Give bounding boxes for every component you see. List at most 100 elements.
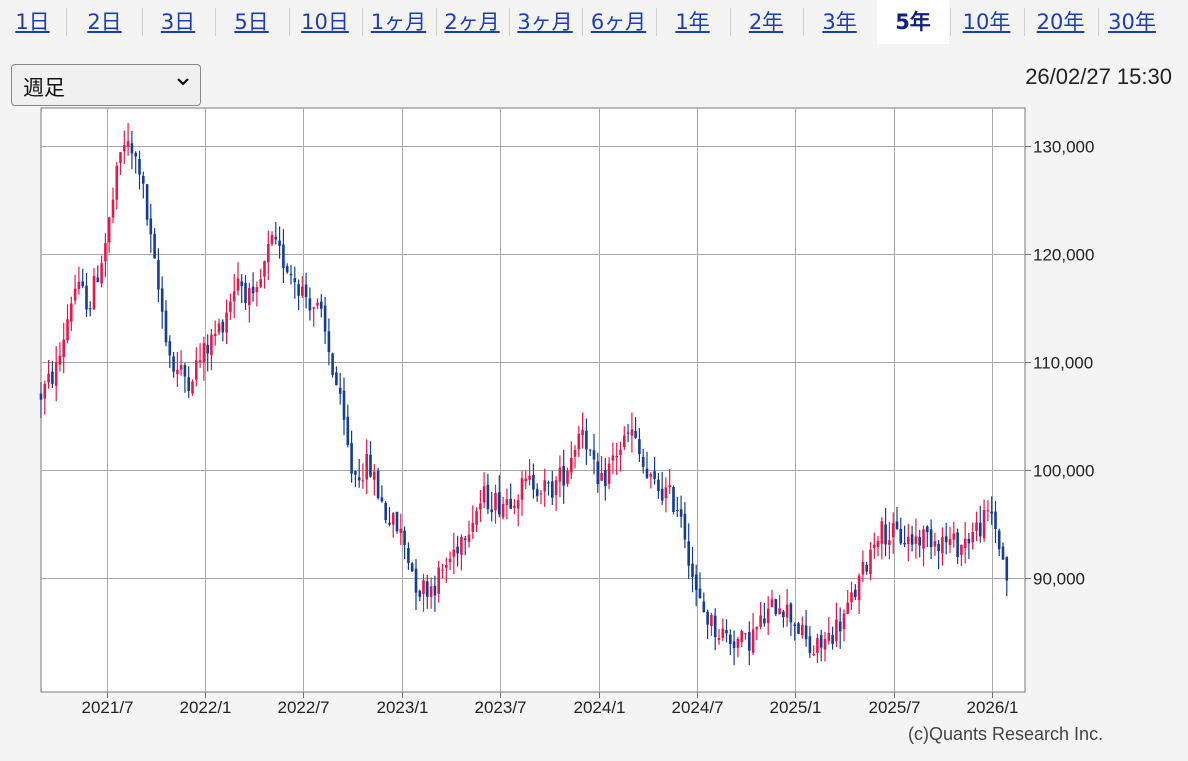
candle-body [986,510,990,512]
candle-body [138,159,141,175]
candle-body [460,537,463,555]
candle-body [168,341,172,356]
tab-2[interactable]: 2日 [87,10,122,34]
candle-body [270,235,274,244]
candle-body [729,634,732,644]
tab-14[interactable]: 10年 [962,10,1011,34]
candle-body [910,534,914,545]
candle-body [445,565,448,568]
tab-separator [66,8,67,36]
candle-body [857,575,861,601]
candle-body [418,590,422,597]
candle-body [975,522,978,531]
candle-body [282,244,285,268]
candle-body [812,654,815,656]
tab-12[interactable]: 3年 [822,10,857,34]
interval-select-value: 週足 [23,76,65,100]
tab-10[interactable]: 1年 [675,10,710,34]
candle-body [562,466,565,486]
candle-body [748,632,751,651]
candle-body [611,455,615,461]
tab-8[interactable]: 3ヶ月 [517,10,573,34]
tab-5[interactable]: 10日 [301,10,349,34]
tab-11[interactable]: 2年 [748,10,784,34]
candle-body [604,470,607,487]
candle-body [297,284,300,296]
candle-body [479,503,482,510]
candle-body [607,463,611,484]
candle-body [191,381,194,394]
candle-body [630,429,634,436]
tab-separator [730,8,731,36]
candle-body [592,450,596,460]
tab-4[interactable]: 5日 [234,10,269,34]
candle-body [990,511,993,514]
tab-separator [803,8,804,36]
candle-body [528,475,531,480]
x-tick-label: 2022/1 [180,698,232,717]
x-tick-label: 2021/7 [82,698,134,717]
candle-body [176,369,179,375]
candle-body [255,287,259,293]
candle-body [312,307,315,309]
candle-body [240,281,243,286]
candle-body [623,435,626,447]
candle-body [357,477,361,481]
candle-body [475,511,478,525]
candle-body [202,343,206,363]
candle-body [1001,546,1005,560]
candle-body [778,608,781,615]
candle-body [676,510,679,511]
candle-body [691,563,694,577]
candle-body [717,638,721,641]
candle-body [570,458,573,473]
tab-9[interactable]: 6ヶ月 [590,10,647,34]
tab-3[interactable]: 3日 [160,10,196,34]
tab-1[interactable]: 1日 [15,10,50,34]
candle-body [668,485,671,488]
candle-body [331,353,334,375]
candle-body [956,532,959,557]
candle-body [634,430,637,438]
candle-body [399,528,403,534]
candle-body [804,625,808,640]
candle-body [861,562,865,575]
candle-body [388,522,391,525]
candle-body [952,533,956,540]
candle-body [498,492,501,515]
interval-select[interactable]: 週足 [11,64,201,106]
candle-body [566,470,569,484]
candle-body [994,511,997,529]
tab-separator [142,8,143,36]
tab-16[interactable]: 30年 [1108,10,1156,34]
candle-body [259,279,262,287]
candle-body [248,288,251,306]
candle-body [581,429,584,436]
candle-body [615,455,618,458]
candle-body [58,355,62,365]
candle-body [793,624,796,626]
candle-body [70,303,73,322]
candle-body [672,487,675,512]
tab-6[interactable]: 1ヶ月 [370,10,427,34]
candle-body [130,143,134,154]
candle-body [933,541,937,547]
candle-body [142,175,145,184]
candle-body [573,450,577,457]
candle-body [702,601,706,612]
candle-body [755,626,759,630]
tab-13[interactable]: 5年 [877,0,949,44]
candle-body [104,243,107,262]
tab-separator [215,8,216,36]
candle-body [251,286,255,294]
tab-15[interactable]: 20年 [1036,10,1085,34]
tab-7[interactable]: 2ヶ月 [444,10,500,34]
candle-body [744,633,747,635]
candle-body [516,500,520,509]
candle-body [422,580,425,595]
candle-body [645,468,649,478]
y-tick-label: 120,000 [1033,246,1094,265]
plot-area [40,107,1026,693]
candle-body [471,522,475,532]
